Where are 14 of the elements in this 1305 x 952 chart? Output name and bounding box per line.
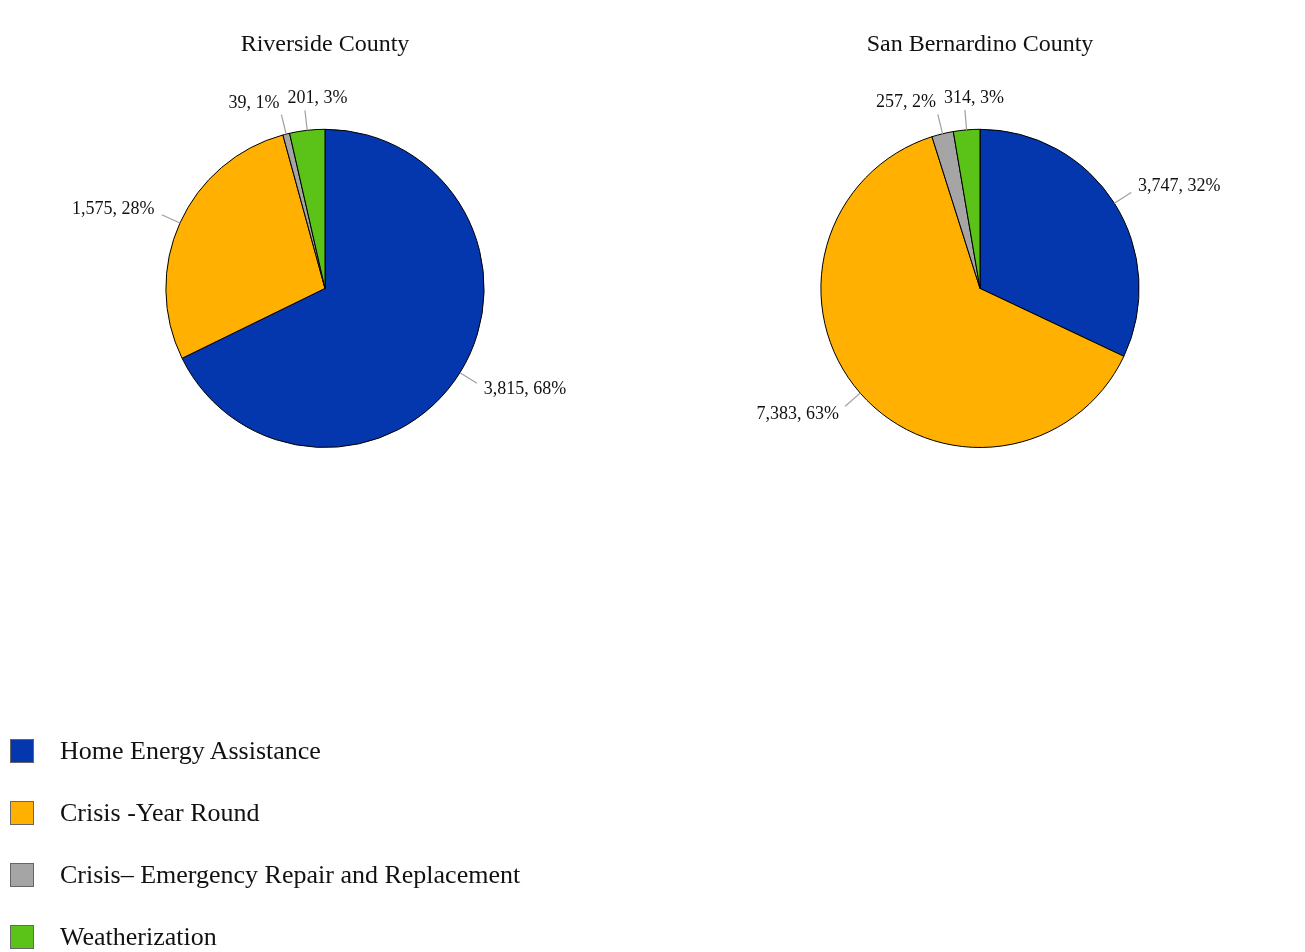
legend-label: Crisis– Emergency Repair and Replacement bbox=[60, 860, 521, 890]
data-label: 314, 3% bbox=[943, 86, 1004, 107]
data-label: 3,815, 68% bbox=[483, 378, 567, 399]
legend-label: Home Energy Assistance bbox=[60, 736, 321, 766]
data-label: 3,747, 32% bbox=[1138, 174, 1221, 195]
data-label: 39, 1% bbox=[228, 91, 280, 112]
data-label: 257, 2% bbox=[875, 91, 936, 112]
legend-label: Crisis -Year Round bbox=[60, 798, 260, 828]
data-label: 7,383, 63% bbox=[756, 402, 840, 423]
legend-label: Weatherization bbox=[60, 922, 217, 952]
chart-title: San Bernardino County bbox=[866, 29, 1094, 56]
data-label: 1,575, 28% bbox=[71, 198, 155, 219]
data-label: 201, 3% bbox=[287, 87, 348, 108]
chart-title: Riverside County bbox=[240, 29, 410, 56]
